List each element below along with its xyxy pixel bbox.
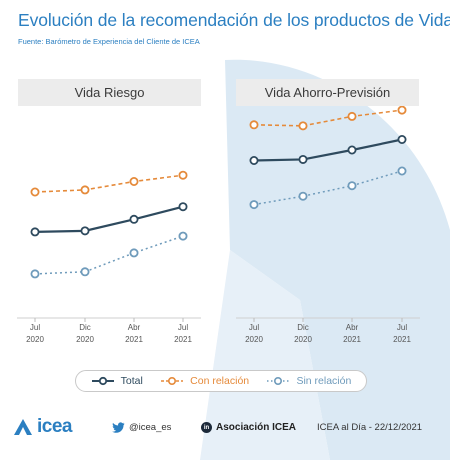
icea-logo-icon [14,419,32,435]
legend-item-total: Total [91,375,143,387]
data-point [129,248,139,258]
x-tick-label-month: Jul [30,323,40,332]
twitter-icon [112,422,125,433]
data-point [347,181,357,191]
x-tick-label-month: Abr [346,323,359,332]
x-tick-label-month: Dic [79,323,91,332]
footer: icea @icea_es in Asociación ICEA ICEA al… [0,414,450,440]
twitter-handle[interactable]: @icea_es [112,422,171,433]
data-point [80,267,90,277]
data-point [249,120,259,130]
x-tick-label-year: 2021 [174,335,192,344]
x-tick-label-month: Dic [297,323,309,332]
chart-legend: Total Con relación Sin relación [75,370,367,392]
footer-date: ICEA al Día - 22/12/2021 [317,422,423,433]
x-tick-label-year: 2020 [26,335,44,344]
legend-marker-sin-relacion [267,376,290,386]
x-tick-label-year: 2020 [294,335,312,344]
x-tick-label-month: Jul [397,323,407,332]
series-line-total [253,138,403,162]
linkedin-account[interactable]: in Asociación ICEA [201,422,296,433]
data-point [298,121,308,131]
panel-title-vida-riesgo: Vida Riesgo [18,79,201,106]
chart-subtitle: Fuente: Barómetro de Experiencia del Cli… [18,37,200,46]
data-point [30,269,40,279]
data-point [347,111,357,121]
legend-label-con-relacion: Con relación [190,375,250,387]
x-tick-label-year: 2021 [343,335,361,344]
data-point [30,227,40,237]
legend-item-con-relacion: Con relación [160,375,249,387]
legend-item-sin-relacion: Sin relación [266,375,351,387]
data-point [80,226,90,236]
data-point [178,202,188,212]
twitter-handle-text: @icea_es [129,422,172,433]
linkedin-icon: in [201,422,212,433]
series-line-con-relacion [34,174,184,193]
data-point [397,134,407,144]
icea-logo: icea [12,416,72,438]
data-point [249,155,259,165]
icea-logo-text: icea [37,416,72,437]
x-tick-label-year: 2021 [393,335,411,344]
data-point [30,187,40,197]
data-point [249,200,259,210]
data-point [178,170,188,180]
legend-label-total: Total [120,375,143,387]
data-point [129,214,139,224]
data-point [397,166,407,176]
x-tick-label-month: Jul [249,323,259,332]
x-tick-label-year: 2020 [76,335,94,344]
x-tick-label-year: 2020 [245,335,263,344]
legend-marker-con-relacion [161,376,184,386]
series-line-sin-relacion [253,170,403,206]
data-point [397,105,407,115]
legend-label-sin-relacion: Sin relación [296,375,352,387]
chart-title: Evolución de la recomendación de los pro… [18,10,450,30]
series-line-sin-relacion [34,235,184,275]
data-point [129,176,139,186]
data-point [347,145,357,155]
series-line-total [34,205,184,233]
x-tick-label-month: Abr [128,323,141,332]
data-point [80,185,90,195]
series-line-con-relacion [253,109,403,127]
linkedin-account-text: Asociación ICEA [216,422,297,433]
legend-marker-total [91,376,114,386]
data-point [298,191,308,201]
data-point [178,231,188,241]
panel-title-vida-ahorro-prevision: Vida Ahorro-Previsión [236,79,419,106]
data-point [298,154,308,164]
x-tick-label-year: 2021 [125,335,143,344]
x-tick-label-month: Jul [178,323,188,332]
